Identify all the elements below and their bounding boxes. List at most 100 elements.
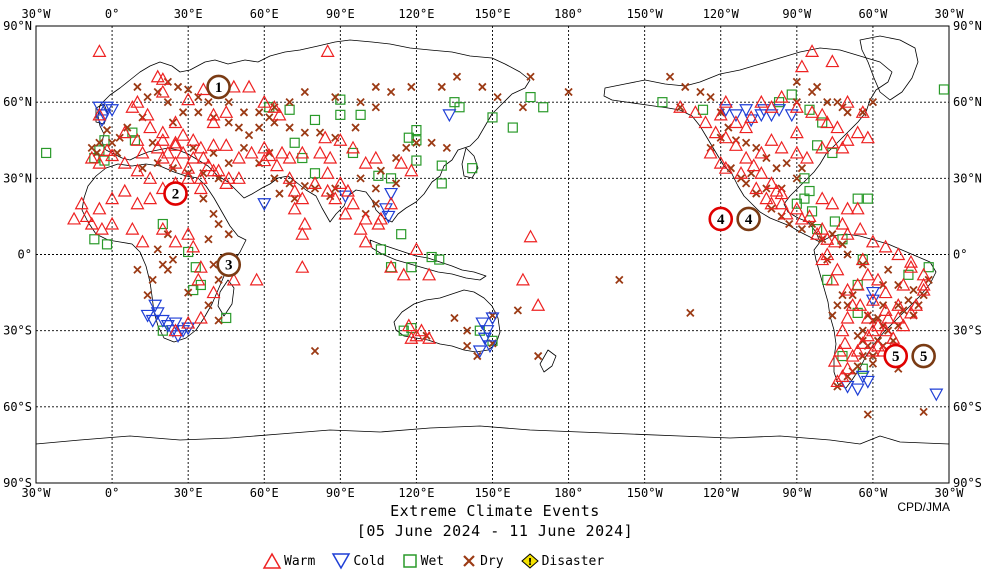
coastline-antarctica: [35, 425, 950, 445]
region-marker-number: 2: [172, 187, 180, 203]
warm-event-marker: [789, 125, 804, 139]
top-lon-label: 150°W: [627, 7, 664, 21]
left-lat-label: 30°N: [3, 171, 32, 185]
warm-event-marker: [168, 234, 183, 248]
warm-event-marker: [74, 196, 89, 210]
warm-event-marker: [117, 125, 132, 139]
warm-event-marker: [181, 226, 196, 240]
warm-event-marker: [805, 44, 820, 57]
region-marker-number: 3: [225, 258, 233, 274]
dry-event-marker: [371, 184, 380, 193]
warm-event-marker: [219, 105, 234, 118]
top-lon-label: 0°: [105, 7, 119, 21]
bottom-lon-label: 150°E: [474, 486, 510, 500]
wet-event-marker: [923, 262, 934, 273]
top-lon-label: 30°W: [22, 7, 52, 21]
warm-event-marker: [168, 155, 183, 169]
region-marker-number: 5: [892, 349, 900, 365]
warm-event-marker: [257, 153, 272, 167]
bottom-lon-label: 150°W: [627, 486, 664, 500]
wet-event-marker: [903, 269, 914, 280]
warm-event-marker: [67, 211, 82, 225]
warm-event-marker: [789, 99, 804, 113]
warm-event-marker: [242, 79, 257, 93]
warm-event-marker: [850, 201, 865, 215]
coastline-north-america: [603, 47, 893, 243]
warm-event-marker: [94, 221, 109, 235]
dry-event-marker: [153, 245, 162, 254]
dry-event-marker: [752, 143, 761, 153]
dry-event-marker: [214, 316, 223, 325]
cold-event-marker: [482, 340, 497, 354]
warm-event-marker: [865, 343, 880, 357]
warm-event-marker: [815, 191, 830, 205]
warm-event-marker: [176, 127, 191, 141]
dry-event-marker: [224, 230, 233, 239]
dry-event-marker: [123, 123, 132, 132]
warm-event-marker: [855, 252, 870, 266]
wet-event-marker: [657, 97, 668, 108]
warm-event-marker: [193, 259, 208, 273]
coastline-indonesia: [369, 239, 487, 281]
region-marker-circle: [206, 74, 231, 100]
top-lon-label: 90°E: [326, 7, 355, 21]
warm-event-marker: [193, 181, 208, 195]
cold-event-marker: [381, 210, 396, 224]
warm-event-marker: [92, 107, 107, 121]
warm-event-marker: [358, 155, 373, 169]
warm-event-marker: [870, 338, 885, 352]
dry-event-marker: [92, 148, 102, 158]
map-period: [05 June 2024 - 11 June 2024]: [356, 522, 634, 540]
dry-event-marker: [792, 77, 801, 86]
warm-event-marker: [338, 206, 353, 220]
warm-event-marker: [318, 130, 333, 144]
wet-event-marker: [697, 104, 709, 115]
warm-event-marker: [903, 254, 918, 268]
warm-event-marker: [774, 89, 789, 103]
dry-event-marker: [239, 108, 249, 117]
top-lon-label: 180°: [554, 7, 583, 21]
warm-event-marker: [206, 285, 221, 299]
warm-event-marker: [835, 323, 850, 337]
dry-event-marker: [275, 189, 284, 198]
cold-event-marker: [929, 388, 944, 402]
warm-event-marker: [853, 221, 868, 235]
warm-event-marker: [295, 259, 310, 273]
dry-event-marker: [894, 280, 903, 290]
warm-event-marker: [850, 277, 865, 291]
dry-event-marker: [450, 313, 459, 323]
dry-event-marker: [184, 85, 193, 94]
cold-event-marker: [384, 187, 399, 201]
warm-event-marker: [249, 272, 264, 286]
cold-triangle-icon: [332, 553, 351, 570]
dry-event-marker: [163, 98, 173, 107]
warm-event-marker: [140, 107, 155, 121]
warm-event-marker: [295, 226, 310, 240]
dry-event-marker: [143, 92, 152, 102]
warm-event-marker: [739, 150, 754, 164]
warm-event-marker: [794, 59, 809, 73]
dry-event-marker: [184, 288, 193, 297]
cold-event-marker: [105, 104, 120, 118]
warm-event-marker: [830, 374, 845, 388]
dry-event-marker: [391, 179, 401, 188]
top-lon-label: 30°W: [935, 7, 965, 21]
wet-event-marker: [791, 198, 802, 209]
dry-event-marker: [452, 72, 462, 81]
warm-event-marker: [244, 145, 259, 159]
warm-event-marker: [257, 94, 272, 108]
wet-event-marker: [385, 173, 397, 184]
warm-event-marker: [206, 115, 221, 129]
warm-event-marker: [754, 145, 769, 159]
warm-event-marker: [422, 331, 437, 344]
warm-event-marker: [850, 125, 865, 139]
dry-event-marker: [564, 87, 573, 97]
dry-event-marker: [909, 285, 918, 295]
cold-event-marker: [150, 307, 165, 321]
warm-event-marker: [759, 191, 774, 205]
warm-event-marker: [401, 318, 416, 332]
dry-event-marker: [356, 174, 365, 183]
warm-event-marker: [196, 150, 211, 164]
dry-event-marker: [868, 359, 878, 368]
warm-event-marker: [333, 176, 348, 190]
